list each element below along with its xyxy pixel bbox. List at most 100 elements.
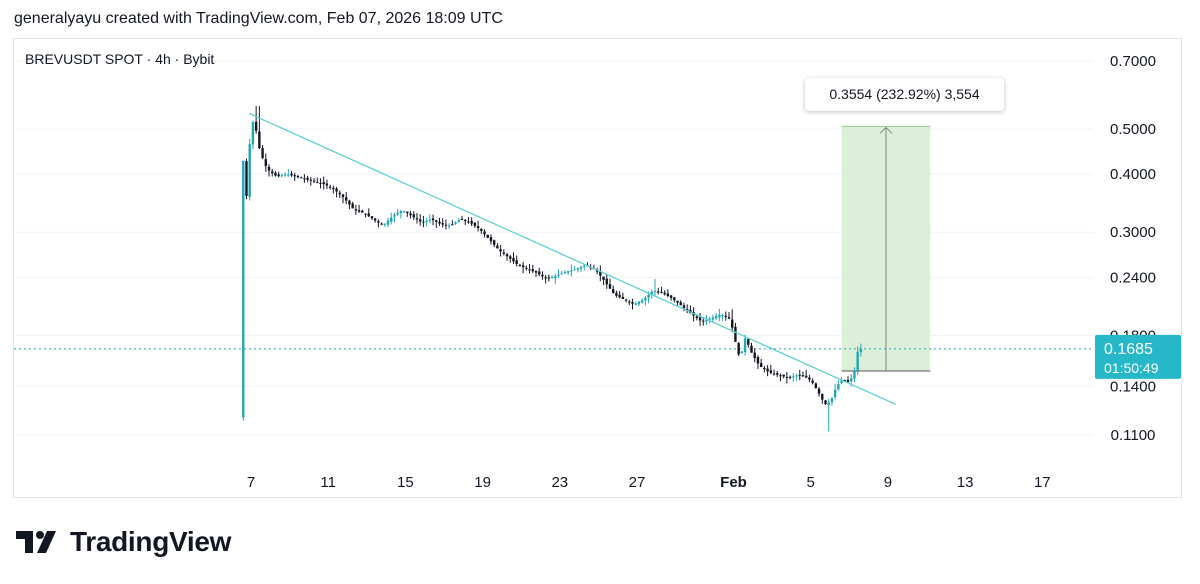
candle-body bbox=[435, 220, 438, 222]
x-tick-label: 17 bbox=[1034, 474, 1051, 491]
candle-body bbox=[837, 383, 840, 390]
candle-body bbox=[657, 291, 660, 293]
candle-body bbox=[319, 182, 322, 184]
candle-body bbox=[650, 291, 653, 295]
candle-body bbox=[441, 223, 444, 225]
candle-body bbox=[418, 219, 422, 222]
candle-body bbox=[322, 182, 325, 185]
candle-body bbox=[557, 274, 560, 276]
candle-body bbox=[792, 376, 795, 378]
candle-body bbox=[605, 278, 608, 285]
candle-body bbox=[743, 338, 747, 353]
candle-body bbox=[338, 192, 341, 195]
candle-body bbox=[306, 177, 309, 180]
tradingview-logo-icon bbox=[16, 531, 56, 553]
x-tick-label: 11 bbox=[320, 474, 336, 491]
attribution-text: generalyayu created with TradingView.com… bbox=[14, 10, 503, 27]
candle-body bbox=[428, 219, 432, 221]
candle-body bbox=[412, 214, 415, 218]
candle-body bbox=[718, 314, 721, 318]
chart-title: BREVUSDT SPOT · 4h · Bybit bbox=[25, 51, 215, 67]
candle-body bbox=[843, 379, 846, 381]
candle-body bbox=[254, 121, 258, 131]
candle-body bbox=[782, 374, 785, 377]
candle-body bbox=[509, 256, 512, 259]
candle-body bbox=[769, 370, 773, 373]
chart-frame bbox=[13, 38, 1182, 498]
candle-body bbox=[550, 277, 554, 279]
candle-body bbox=[669, 295, 673, 298]
candle-body bbox=[817, 388, 821, 394]
x-tick-label: 15 bbox=[397, 474, 414, 491]
candle-body bbox=[573, 269, 576, 271]
candle-body bbox=[505, 254, 509, 257]
candle-body bbox=[460, 218, 464, 220]
x-tick-label: 13 bbox=[957, 474, 974, 491]
candle-body bbox=[653, 290, 657, 292]
candle-body bbox=[406, 211, 409, 214]
candle-body bbox=[296, 175, 300, 178]
candle-body bbox=[737, 343, 740, 355]
y-tick-label: 0.1400 bbox=[1110, 378, 1156, 395]
candle-body bbox=[512, 257, 515, 262]
candle-body bbox=[702, 320, 705, 322]
candle-body bbox=[444, 224, 448, 226]
candle-body bbox=[602, 276, 605, 280]
candle-body bbox=[637, 301, 641, 305]
candle-body bbox=[801, 375, 805, 377]
candle-body bbox=[544, 277, 547, 279]
candle-body bbox=[666, 293, 670, 297]
candle-body bbox=[499, 249, 502, 252]
candle-body bbox=[608, 284, 612, 289]
candle-body bbox=[859, 348, 863, 353]
candle-body bbox=[795, 375, 798, 377]
candle-body bbox=[824, 400, 827, 405]
candle-body bbox=[325, 183, 329, 186]
candle-body bbox=[361, 210, 364, 213]
x-tick-label: 7 bbox=[247, 474, 255, 491]
candle-body bbox=[682, 305, 686, 308]
tradingview-logo[interactable]: TradingView bbox=[16, 526, 231, 558]
candle-body bbox=[644, 297, 647, 301]
candle-body bbox=[811, 380, 814, 383]
y-tick-label: 0.5000 bbox=[1110, 121, 1156, 138]
candle-body bbox=[634, 303, 637, 305]
candle-body bbox=[309, 179, 313, 181]
candle-body bbox=[261, 148, 264, 159]
candle-body bbox=[367, 213, 370, 217]
candle-body bbox=[615, 292, 618, 296]
target-measure-label: 0.3554 (232.92%) 3,554 bbox=[805, 78, 1004, 111]
candle-body bbox=[698, 317, 702, 321]
candle-body bbox=[740, 351, 744, 354]
candle-body bbox=[563, 272, 567, 274]
candle-body bbox=[316, 182, 319, 184]
candle-body bbox=[354, 209, 358, 211]
candle-body bbox=[457, 220, 460, 223]
candle-body bbox=[283, 174, 287, 176]
candle-body bbox=[383, 223, 387, 225]
candle-body bbox=[438, 221, 441, 224]
candle-body bbox=[335, 188, 338, 192]
tradingview-logo-text: TradingView bbox=[70, 526, 232, 557]
candle-body bbox=[788, 376, 792, 378]
candle-body bbox=[393, 214, 396, 217]
candle-body bbox=[566, 271, 570, 273]
candle-body bbox=[579, 266, 583, 269]
candle-body bbox=[396, 212, 399, 215]
candle-body bbox=[779, 375, 782, 377]
x-tick-label: 27 bbox=[629, 474, 646, 491]
candle-body bbox=[776, 373, 779, 375]
candle-body bbox=[489, 237, 493, 242]
candle-body bbox=[583, 265, 586, 267]
candle-body bbox=[714, 316, 718, 319]
candle-body bbox=[628, 301, 631, 303]
candle-body bbox=[467, 221, 470, 223]
candle-body bbox=[328, 186, 332, 188]
candle-body bbox=[357, 210, 361, 212]
candle-body bbox=[415, 218, 419, 220]
candle-body bbox=[364, 213, 367, 215]
candle-body bbox=[772, 373, 776, 375]
candle-body bbox=[496, 245, 499, 249]
candle-body bbox=[425, 220, 428, 222]
